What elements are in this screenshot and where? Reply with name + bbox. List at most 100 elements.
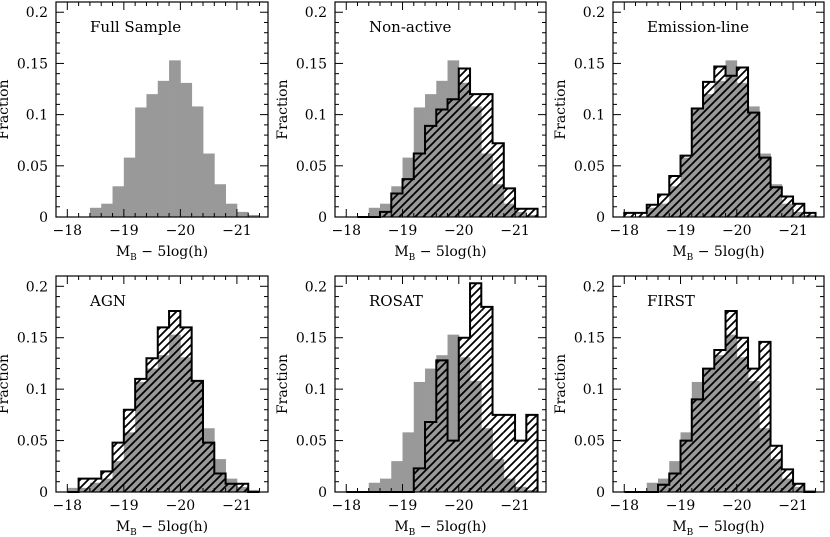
filled-bar bbox=[123, 157, 136, 217]
hatched-bar bbox=[725, 75, 737, 217]
panel-title: FIRST bbox=[647, 292, 695, 310]
y-tick-label: 0 bbox=[318, 210, 327, 226]
hatched-bar bbox=[481, 306, 493, 492]
x-tick-label: −21 bbox=[778, 223, 808, 239]
filled-bar bbox=[67, 487, 80, 492]
hatched-bar bbox=[804, 212, 816, 217]
panel-title: Non-active bbox=[369, 18, 452, 36]
filled-bar bbox=[157, 80, 170, 217]
axes-frame bbox=[55, 1, 269, 218]
filled-bar bbox=[135, 107, 147, 217]
hatched-bar bbox=[470, 94, 482, 217]
hatched-bar bbox=[413, 468, 426, 492]
hatched-bar bbox=[78, 478, 90, 492]
hatched-bar bbox=[703, 81, 715, 217]
hatched-bar bbox=[781, 196, 794, 217]
hatched-bar bbox=[624, 212, 636, 217]
y-tick-label: 0.2 bbox=[305, 279, 327, 295]
filled-bar bbox=[214, 184, 226, 217]
filled-bar bbox=[402, 432, 415, 492]
hatched-bar bbox=[436, 109, 448, 217]
x-tick-label: −19 bbox=[666, 223, 696, 239]
histogram-panel: −18 −19 −20 −21 0 0.05 0.1 0.15 0.2 Fraction MB − … bbox=[275, 1, 547, 263]
hatched-bar bbox=[191, 380, 203, 492]
hatched-bar bbox=[447, 440, 459, 492]
x-axis-title-sub: B bbox=[130, 528, 137, 537]
hatched-bar bbox=[503, 414, 516, 492]
x-tick-label: −19 bbox=[388, 223, 418, 239]
hatched-bar bbox=[89, 478, 102, 492]
x-tick-label: −20 bbox=[444, 498, 474, 514]
hatched-bar bbox=[123, 409, 136, 492]
filled-bar bbox=[169, 60, 181, 217]
hatched-bar bbox=[658, 484, 670, 492]
x-axis-title-main: M bbox=[672, 519, 686, 535]
y-axis-title: Fraction bbox=[275, 79, 291, 139]
hatched-bar bbox=[169, 310, 181, 492]
y-tick-label: 0.1 bbox=[583, 382, 605, 398]
hatched-bar bbox=[413, 153, 426, 217]
hatched-bar bbox=[391, 193, 403, 217]
x-tick-label: −18 bbox=[609, 223, 639, 239]
filled-bar bbox=[380, 478, 392, 492]
histogram-panel: −18 −19 −20 −21 0 0.05 0.1 0.15 0.2 Fraction MB − … bbox=[553, 1, 825, 263]
hatched-bar bbox=[146, 358, 158, 492]
hatched-bar bbox=[180, 327, 192, 492]
y-tick-label: 0.05 bbox=[574, 159, 605, 175]
x-tick-label: −21 bbox=[500, 498, 530, 514]
y-tick-label: 0.15 bbox=[17, 56, 48, 72]
hatched-bar bbox=[646, 204, 659, 217]
hatched-bar bbox=[714, 66, 726, 217]
hatched-bar bbox=[236, 483, 249, 492]
filled-bar bbox=[236, 211, 249, 217]
hatched-bar bbox=[635, 212, 647, 217]
hatched-bar bbox=[781, 469, 794, 492]
y-tick-label: 0.15 bbox=[17, 331, 48, 347]
x-axis-title-main: M bbox=[116, 244, 130, 260]
x-tick-label: −20 bbox=[722, 498, 752, 514]
hatched-bar bbox=[770, 445, 782, 492]
hatched-outline bbox=[623, 65, 817, 217]
hatched-bar bbox=[425, 422, 437, 492]
hatched-bar bbox=[658, 194, 670, 217]
filled-bar bbox=[804, 489, 816, 492]
x-tick-label: −21 bbox=[778, 498, 808, 514]
y-tick-label: 0.2 bbox=[26, 279, 48, 295]
y-tick-label: 0.15 bbox=[574, 331, 605, 347]
hatched-bar bbox=[101, 471, 113, 492]
hatched-outline bbox=[357, 67, 539, 218]
x-tick-label: −19 bbox=[388, 498, 418, 514]
x-axis-title-rest: − 5log(h) bbox=[137, 519, 208, 535]
x-axis-title: MB − 5log(h) bbox=[672, 244, 764, 263]
hatched-bar bbox=[458, 337, 471, 492]
filled-bar bbox=[180, 82, 193, 217]
hatched-bar bbox=[770, 187, 782, 217]
hatched-bar bbox=[669, 473, 681, 492]
y-tick-label: 0.1 bbox=[26, 382, 48, 398]
x-axis-title-main: M bbox=[394, 519, 408, 535]
x-tick-label: −20 bbox=[722, 223, 752, 239]
y-tick-label: 0.2 bbox=[583, 5, 605, 21]
hatched-bar bbox=[458, 68, 471, 217]
y-tick-label: 0.2 bbox=[583, 279, 605, 295]
y-tick-label: 0.1 bbox=[26, 108, 48, 124]
hatched-bar bbox=[526, 414, 538, 492]
x-tick-label: −21 bbox=[222, 223, 252, 239]
filled-bar bbox=[89, 207, 102, 217]
x-axis-title-main: M bbox=[394, 244, 408, 260]
hatched-bar bbox=[492, 414, 504, 492]
y-tick-label: 0.2 bbox=[305, 5, 327, 21]
x-axis-title-rest: − 5log(h) bbox=[693, 519, 764, 535]
y-tick-label: 0 bbox=[596, 485, 605, 501]
filled-bar bbox=[248, 489, 260, 492]
filled-bar bbox=[380, 203, 392, 217]
x-tick-label: −21 bbox=[222, 498, 252, 514]
y-axis-title: Fraction bbox=[553, 79, 569, 139]
x-tick-label: −18 bbox=[53, 223, 83, 239]
x-tick-label: −18 bbox=[53, 498, 83, 514]
x-tick-label: −19 bbox=[109, 498, 139, 514]
hatched-bar bbox=[691, 399, 704, 492]
filled-bar bbox=[447, 334, 460, 492]
x-tick-label: −19 bbox=[109, 223, 139, 239]
